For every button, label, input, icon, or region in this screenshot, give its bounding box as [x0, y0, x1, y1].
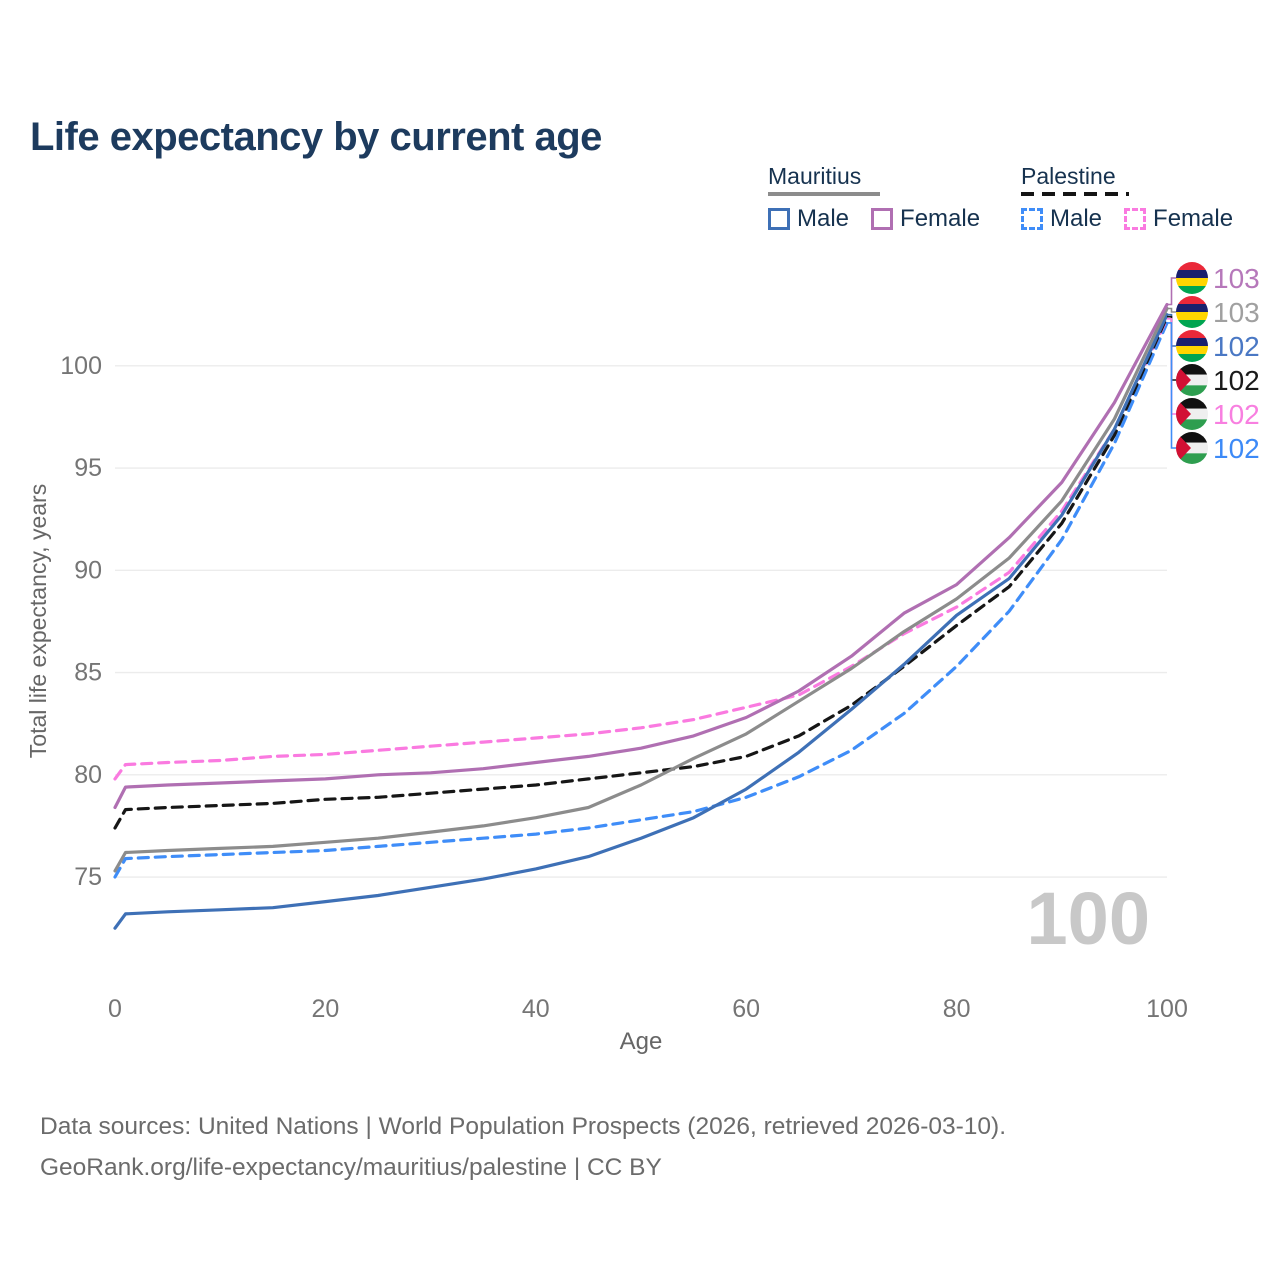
end-value-label-mauritius-both: 103: [1213, 297, 1260, 328]
end-value-label-palestine-male: 102: [1213, 433, 1260, 464]
legend-label-mauritius-female: Female: [900, 205, 981, 232]
leader-line-palestine-male: [1167, 322, 1176, 449]
footer-sources-line: Data sources: United Nations | World Pop…: [40, 1113, 1007, 1140]
y-tick-label: 100: [60, 352, 102, 380]
series-line-palestine-both: [113, 315, 1169, 830]
mauritius-flag-stripe: [1176, 330, 1208, 338]
end-value-label-mauritius-male: 102: [1213, 331, 1260, 362]
palestine-flag-stripe: [1176, 432, 1208, 443]
page-title: Life expectancy by current age: [30, 114, 602, 159]
mauritius-flag-stripe: [1176, 338, 1208, 346]
palestine-female-swatch-icon: [1124, 208, 1147, 230]
palestine-flag-icon: [1176, 432, 1208, 464]
palestine-flag-stripe: [1176, 398, 1208, 409]
series-line-mauritius-female: [113, 302, 1169, 810]
mauritius-flag-stripe: [1176, 262, 1208, 270]
legend-label-mauritius-male: Male: [797, 205, 850, 232]
y-tick-label: 75: [74, 863, 102, 891]
mauritius-flag-icon: [1176, 296, 1208, 328]
mauritius-flag-stripe: [1176, 320, 1208, 328]
x-tick-label: 20: [311, 995, 339, 1023]
legend-group-palestine: Palestine Male Female: [1021, 163, 1255, 233]
legend-item-mauritius-female[interactable]: Female: [871, 205, 980, 233]
palestine-flag-stripe: [1176, 442, 1208, 454]
y-tick-label: 90: [74, 556, 102, 584]
palestine-male-swatch-icon: [1021, 208, 1043, 230]
palestine-flag-triangle: [1176, 398, 1191, 430]
series-line-palestine-male: [113, 321, 1169, 879]
data-source-footer: Data sources: United Nations | World Pop…: [40, 1106, 1006, 1188]
end-value-label-palestine-female: 102: [1213, 399, 1260, 430]
palestine-flag-stripe: [1176, 364, 1208, 375]
palestine-flag-stripe: [1176, 419, 1208, 430]
age-counter-watermark: 100: [1027, 877, 1150, 960]
mauritius-flag-stripe: [1176, 304, 1208, 312]
legend-item-palestine-female[interactable]: Female: [1124, 205, 1233, 233]
palestine-flag-stripe: [1176, 385, 1208, 396]
mauritius-flag-stripe: [1176, 296, 1208, 304]
mauritius-flag-stripe: [1176, 270, 1208, 278]
legend-country-mauritius: Mauritius: [768, 163, 862, 189]
mauritius-flag-stripe: [1176, 312, 1208, 320]
mauritius-flag-stripe: [1176, 354, 1208, 362]
y-tick-label: 95: [74, 454, 102, 482]
footer-attribution-line: GeoRank.org/life-expectancy/mauritius/pa…: [40, 1154, 662, 1181]
end-value-label-mauritius-female: 103: [1213, 263, 1260, 294]
x-tick-label: 100: [1146, 995, 1188, 1023]
y-tick-label: 80: [74, 761, 102, 789]
palestine-flag-triangle: [1176, 432, 1191, 464]
mauritius-flag-icon: [1176, 262, 1208, 294]
series-line-palestine-female: [113, 317, 1169, 781]
y-axis-title: Total life expectancy, years: [25, 484, 51, 758]
palestine-flag-icon: [1176, 364, 1208, 396]
palestine-flag-stripe: [1176, 374, 1208, 386]
series-line-mauritius-both: [113, 306, 1169, 873]
legend-item-mauritius-male[interactable]: Male: [768, 205, 849, 233]
mauritius-flag-icon: [1176, 330, 1208, 362]
x-tick-label: 60: [732, 995, 760, 1023]
leader-line-mauritius-both: [1167, 307, 1176, 313]
mauritius-flag-stripe: [1176, 278, 1208, 286]
legend-row-mauritius: Male Female: [768, 205, 1002, 233]
mauritius-solid-line-swatch: [768, 192, 880, 196]
leader-line-mauritius-female: [1167, 277, 1176, 306]
mauritius-female-swatch-icon: [871, 208, 894, 230]
x-axis-title: Age: [620, 1028, 663, 1055]
mauritius-flag-stripe: [1176, 286, 1208, 294]
legend-row-palestine: Male Female: [1021, 205, 1255, 233]
mauritius-flag-stripe: [1176, 346, 1208, 354]
legend-label-palestine-female: Female: [1153, 205, 1234, 232]
mauritius-male-swatch-icon: [768, 208, 790, 230]
palestine-dashed-line-swatch: [1021, 192, 1129, 196]
legend-group-mauritius: Mauritius Male Female: [768, 163, 1002, 233]
x-tick-label: 0: [108, 995, 122, 1023]
legend-item-palestine-male[interactable]: Male: [1021, 205, 1102, 233]
series-line-mauritius-male: [113, 313, 1169, 930]
palestine-flag-stripe: [1176, 408, 1208, 420]
x-tick-label: 40: [522, 995, 550, 1023]
y-tick-label: 85: [74, 659, 102, 687]
end-value-label-palestine-both: 102: [1213, 365, 1260, 396]
legend-country-palestine: Palestine: [1021, 163, 1116, 189]
legend-label-palestine-male: Male: [1050, 205, 1103, 232]
palestine-flag-icon: [1176, 398, 1208, 430]
palestine-flag-triangle: [1176, 364, 1191, 396]
x-tick-label: 80: [943, 995, 971, 1023]
palestine-flag-stripe: [1176, 453, 1208, 464]
